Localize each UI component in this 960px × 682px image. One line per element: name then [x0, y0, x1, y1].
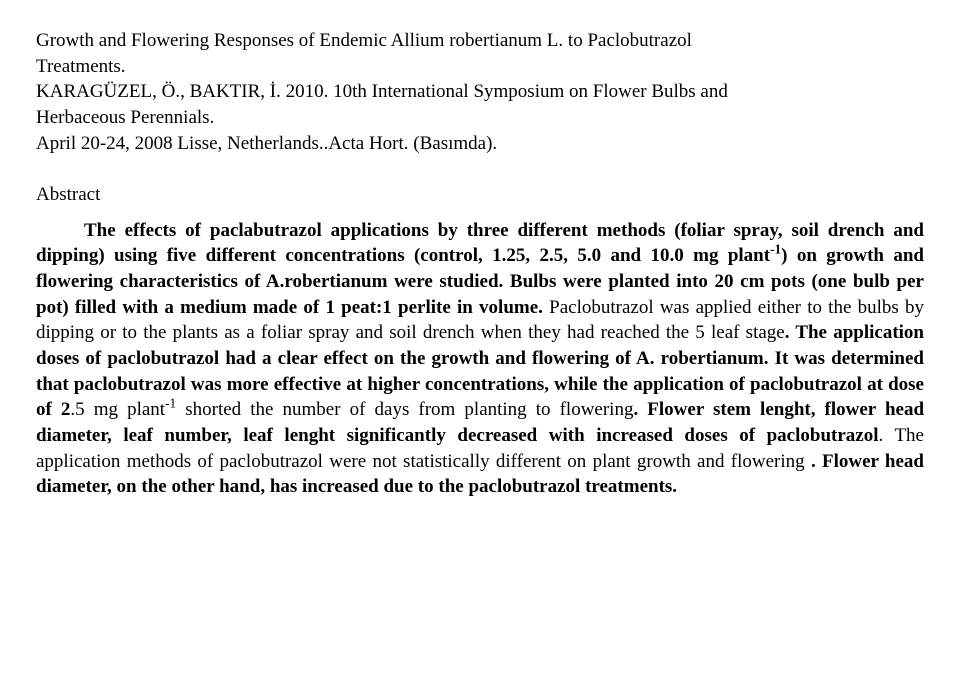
header-line-4: Herbaceous Perennials.: [36, 105, 924, 131]
abstract-text-4b: shorted the number of days from planting…: [176, 399, 633, 420]
abstract-sup-1: -1: [770, 242, 781, 257]
abstract-heading: Abstract: [36, 182, 924, 208]
abstract-sup-4: -1: [165, 396, 176, 411]
header-line-3: KARAGÜZEL, Ö., BAKTIR, İ. 2010. 10th Int…: [36, 79, 924, 105]
header-line-1: Growth and Flowering Responses of Endemi…: [36, 28, 924, 54]
abstract-text-4: .5 mg plant: [70, 399, 165, 420]
header-line-5: April 20-24, 2008 Lisse, Netherlands..Ac…: [36, 131, 924, 157]
header-line-2: Treatments.: [36, 54, 924, 80]
abstract-body: The effects of paclabutrazol application…: [36, 218, 924, 500]
